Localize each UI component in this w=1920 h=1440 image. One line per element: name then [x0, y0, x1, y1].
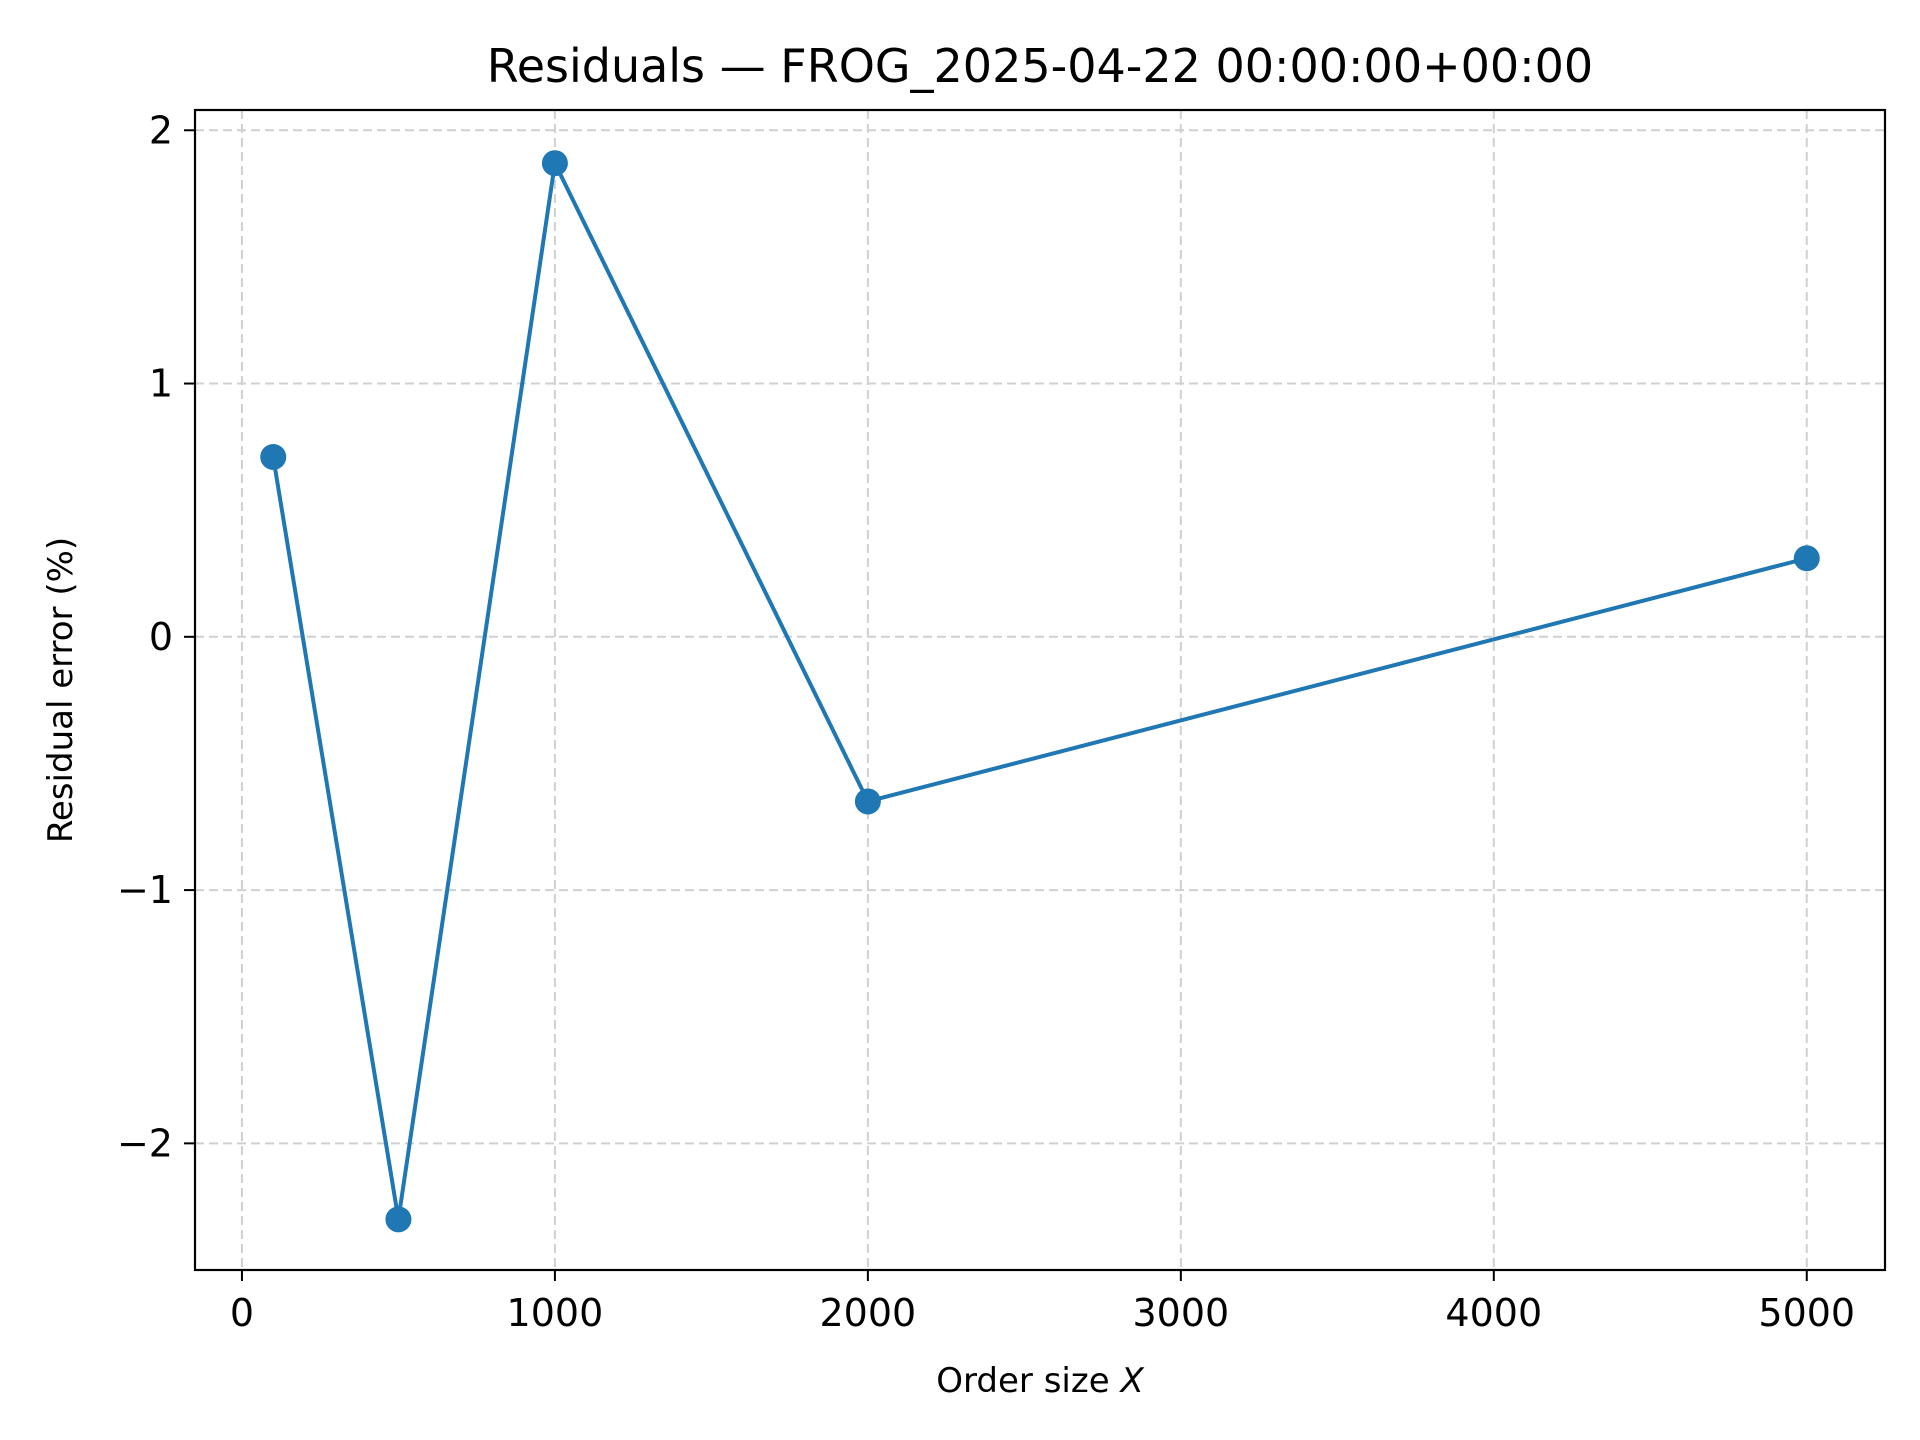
- x-tick-label: 3000: [1132, 1291, 1229, 1335]
- y-tick-label: 1: [149, 362, 173, 406]
- data-point: [1793, 545, 1820, 572]
- x-axis-label-text: Order size: [936, 1361, 1109, 1401]
- x-axis-label-variable: X: [1118, 1361, 1144, 1401]
- data-point: [854, 788, 881, 815]
- x-tick-label: 0: [230, 1291, 254, 1335]
- axis-ticks: 0 1000 2000 3000 4000 5000 −2 −1 0 1 2: [117, 108, 1855, 1335]
- y-tick-label: 2: [149, 108, 173, 152]
- x-tick-label: 5000: [1758, 1291, 1855, 1335]
- data-point: [260, 443, 287, 470]
- plot-frame: [193, 108, 1887, 1272]
- y-tick-label: 0: [149, 615, 173, 659]
- y-tick-label: −1: [117, 868, 173, 912]
- grid-lines: [195, 110, 1885, 1270]
- x-axis-label: Order size X: [936, 1361, 1144, 1401]
- x-tick-label: 2000: [820, 1291, 917, 1335]
- series-layer: [260, 150, 1820, 1233]
- chart-title: Residuals — FROG_2025-04-22 00:00:00+00:…: [487, 39, 1593, 93]
- data-point: [385, 1206, 412, 1233]
- data-point: [541, 150, 568, 177]
- x-tick-label: 4000: [1445, 1291, 1542, 1335]
- y-axis-label: Residual error (%): [41, 537, 81, 843]
- y-tick-label: −2: [117, 1121, 173, 1165]
- x-tick-label: 1000: [507, 1291, 604, 1335]
